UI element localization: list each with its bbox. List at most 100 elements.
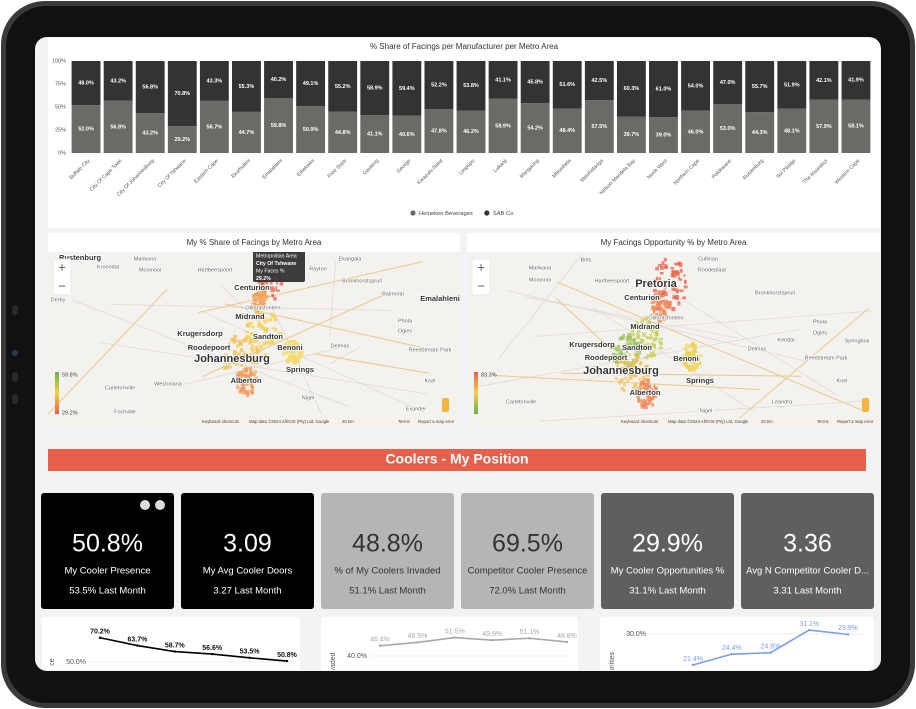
data-label: 42.1% (816, 78, 832, 84)
map-region (271, 338, 274, 341)
map-region (646, 354, 651, 358)
map-legend-bar (55, 372, 59, 414)
map-region (679, 289, 684, 293)
map-region (633, 360, 638, 364)
map-region (285, 344, 288, 347)
data-label: 49.1% (303, 81, 319, 87)
zoom-in[interactable]: + (477, 259, 485, 274)
data-label: 54.2% (527, 126, 543, 132)
map-place: Roodeplaat (698, 267, 727, 273)
map-region (643, 392, 646, 395)
map-region (652, 294, 657, 299)
map-region (652, 338, 657, 342)
map-region (629, 363, 632, 366)
map-region (647, 392, 652, 397)
map-region (249, 355, 252, 359)
map-region (674, 296, 678, 299)
map-region (628, 376, 633, 380)
data-label: 70.2% (90, 629, 111, 636)
map-region (260, 291, 265, 296)
data-label: 47.8% (431, 128, 447, 134)
map-region (692, 364, 695, 368)
map-region (671, 287, 676, 291)
map-place: Marikana (529, 265, 553, 271)
zoom-out[interactable]: − (477, 278, 485, 293)
mini-charts: 50.0% ce 70.2% 63.7% 58.7% 56.6% 53.5% 50.8% 40.… (42, 617, 874, 670)
bar-segment (328, 61, 358, 112)
map-region (250, 316, 254, 321)
kpi-card (601, 493, 734, 609)
map-region (655, 332, 659, 337)
map-region (268, 337, 272, 342)
map-region (659, 290, 663, 294)
pegman (442, 398, 449, 412)
map-region (671, 270, 674, 274)
legend-label: Heineken Beverages (419, 211, 473, 217)
bar-segment (681, 61, 710, 111)
data-label: 46.0% (688, 129, 704, 135)
data-label: 24.4% (722, 645, 742, 652)
y-tick-label: 100% (52, 58, 66, 64)
map-region (270, 287, 275, 293)
map-place: Johannesburg (194, 353, 270, 365)
point (136, 644, 139, 647)
map-region (254, 356, 257, 360)
map-place: Leandra (772, 399, 793, 405)
data-label: 55.7% (752, 84, 768, 90)
map-region (246, 335, 251, 339)
map-region (625, 343, 628, 348)
map-region (652, 396, 655, 401)
map-region (242, 380, 246, 384)
data-label: 52.2% (431, 82, 447, 88)
map-road (492, 374, 761, 391)
map-region (633, 347, 638, 352)
map-region (621, 366, 626, 371)
map-region (645, 335, 649, 340)
map-place: Carletonville (105, 385, 135, 391)
map-region (654, 388, 658, 393)
map-region (263, 328, 269, 333)
map-region (261, 306, 265, 311)
map-region (242, 387, 246, 391)
zoom-out[interactable]: − (58, 278, 66, 293)
map-region (639, 388, 643, 391)
map-region (237, 339, 242, 344)
map-region (289, 353, 293, 356)
map-region (675, 291, 679, 294)
map-attribution: Terms (398, 419, 410, 424)
card-button[interactable] (155, 500, 165, 510)
map-region (637, 399, 641, 403)
chart-title: % Share of Facings per Manufacturer per … (370, 42, 559, 51)
map-region (652, 344, 656, 348)
zoom-in[interactable]: + (58, 259, 66, 274)
map-region (690, 350, 693, 354)
map-region (235, 380, 239, 385)
data-label: 41.1% (367, 132, 383, 138)
map-region (236, 343, 240, 347)
map-region (671, 307, 676, 312)
map-region (620, 378, 625, 381)
map-region (640, 338, 644, 342)
map-region (628, 372, 634, 376)
map-region (245, 331, 249, 334)
map-road (201, 310, 424, 413)
bar-segment (167, 126, 197, 153)
map-region (644, 382, 649, 385)
map-region (692, 345, 698, 349)
map-region (249, 372, 253, 376)
map-region (650, 301, 655, 305)
map-region (657, 290, 661, 293)
card-button[interactable] (140, 500, 150, 510)
map-region (628, 335, 633, 341)
data-label: 44.3% (752, 130, 768, 136)
kpi-last-month: 53.5% Last Month (69, 586, 146, 597)
map-region (692, 356, 697, 361)
map-region (245, 367, 248, 372)
bar-segment (232, 111, 261, 153)
map-region (255, 288, 259, 291)
map-region (651, 329, 654, 334)
map-region (269, 312, 274, 315)
map-place: Mooinooi (529, 277, 551, 283)
map-region (619, 372, 622, 376)
